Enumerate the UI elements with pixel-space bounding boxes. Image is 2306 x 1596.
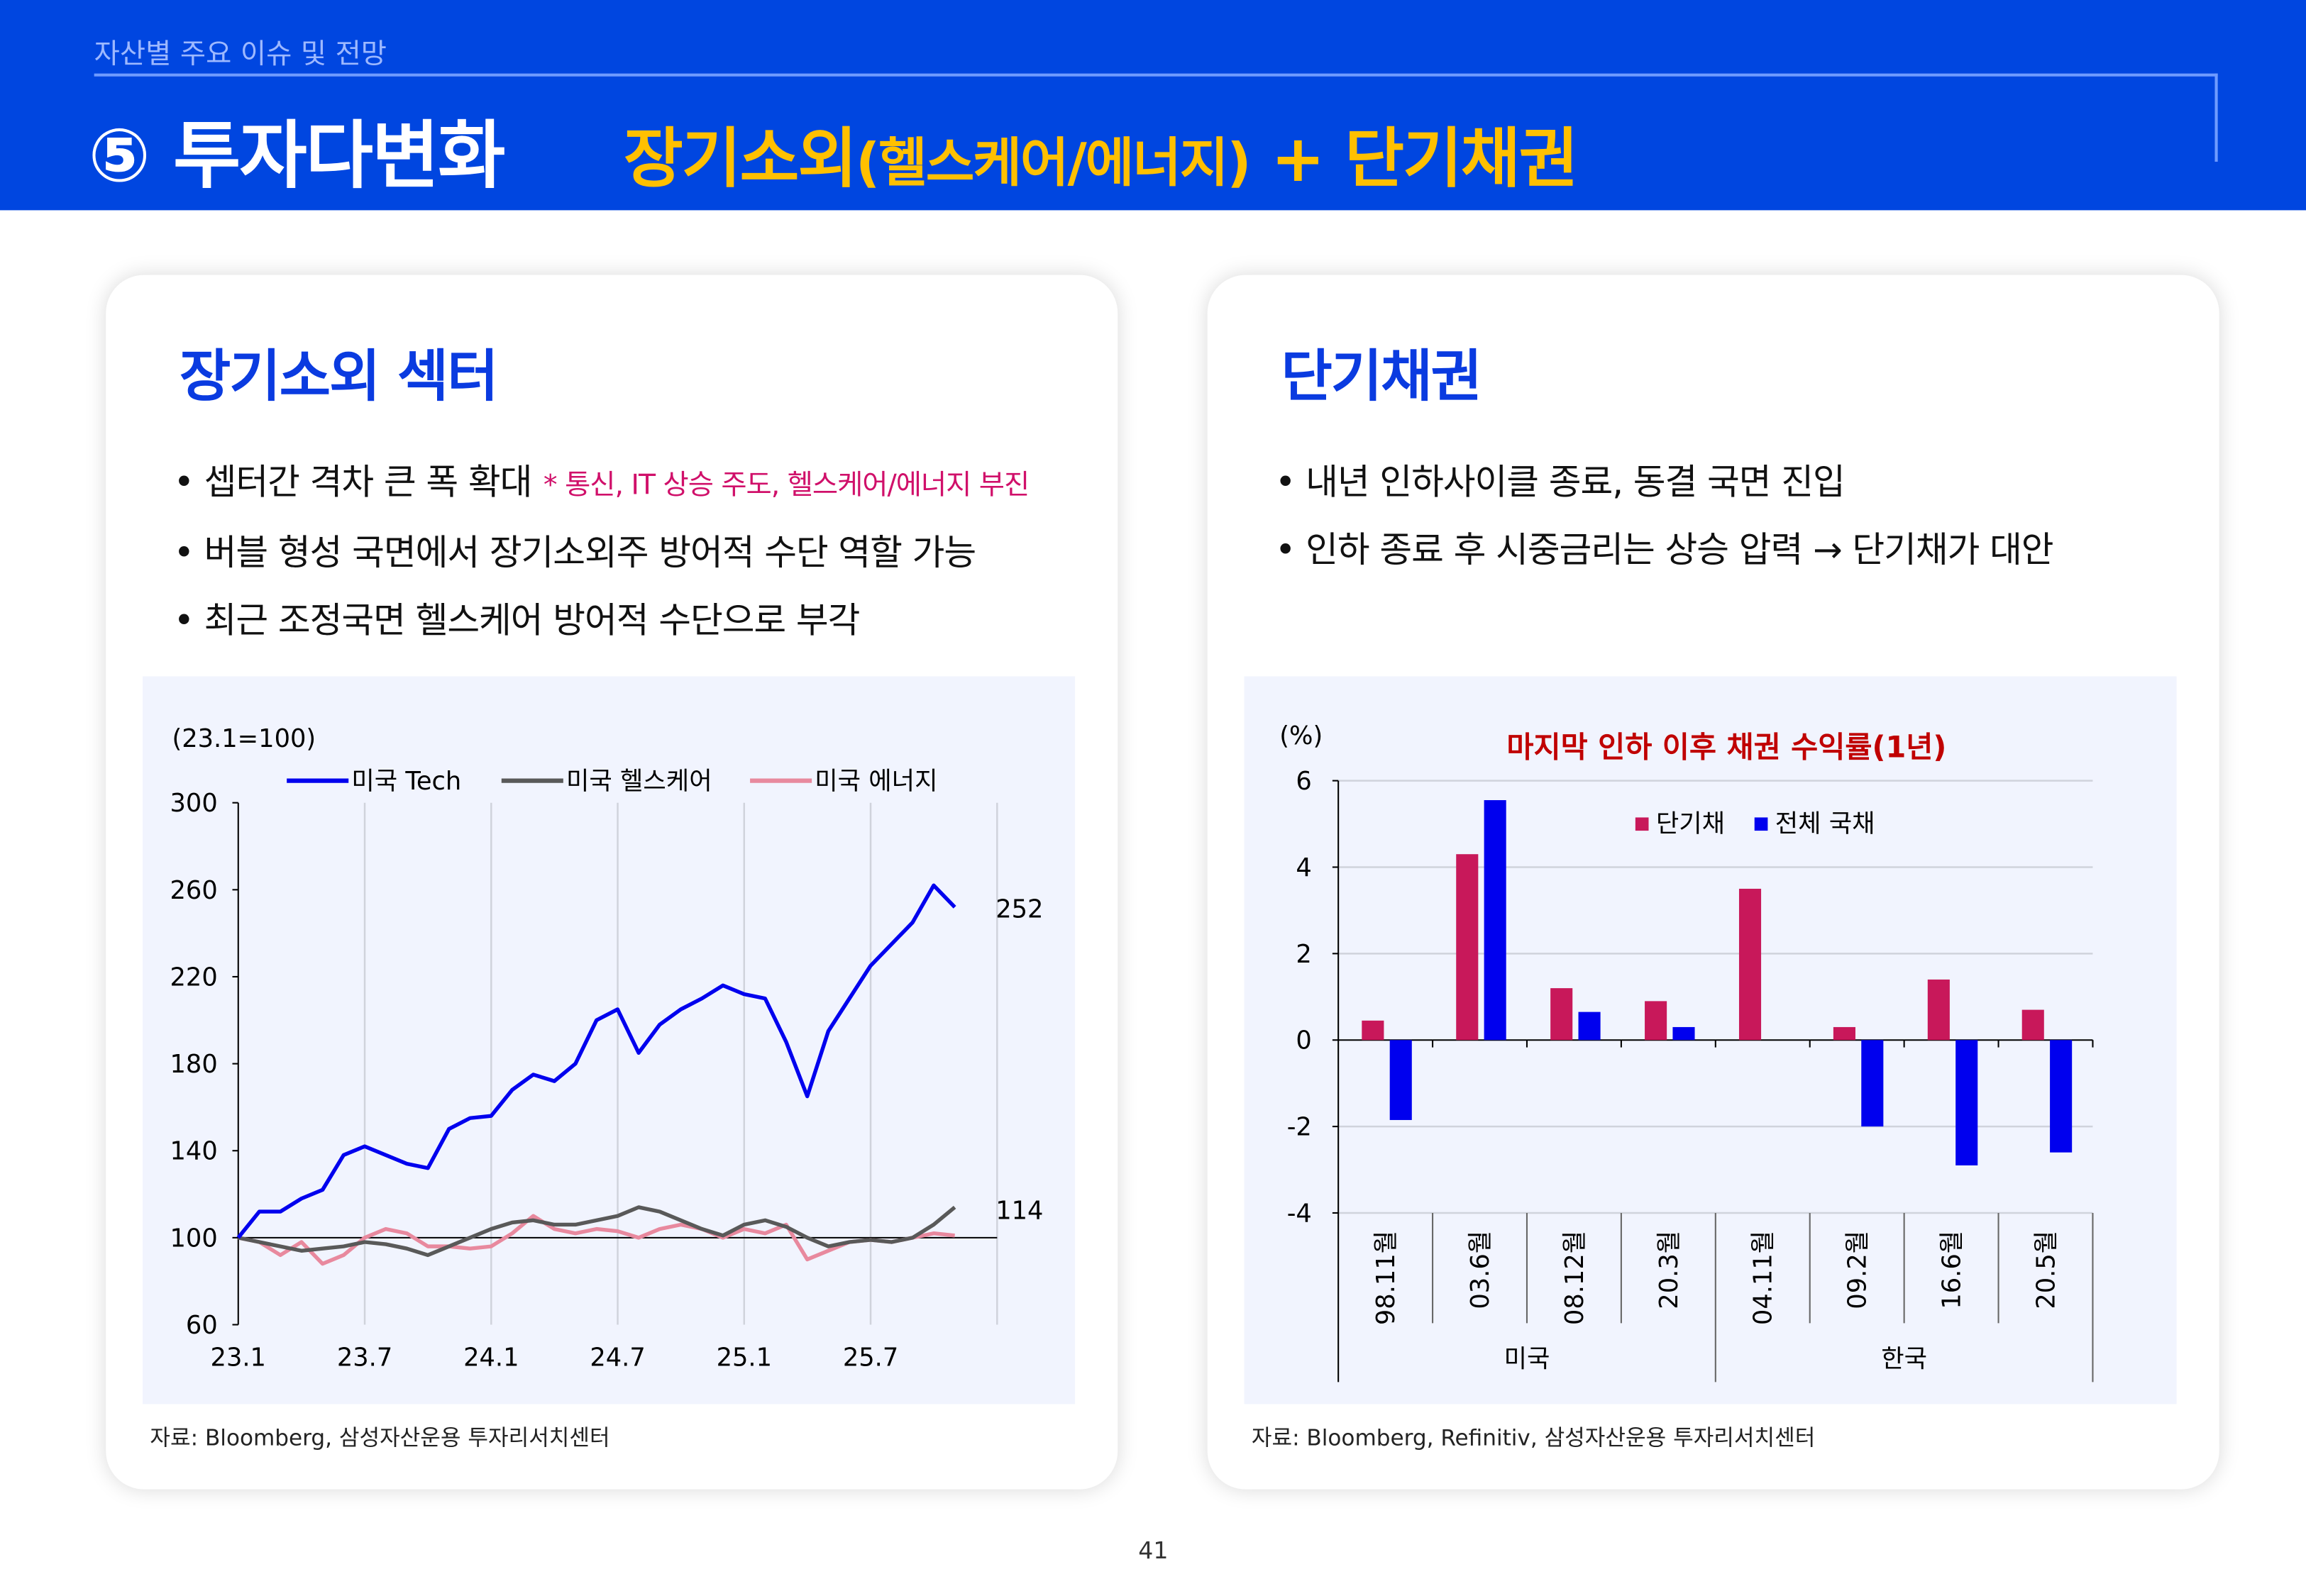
x-tick-label: 24.1 [463,1343,519,1373]
y-tick-label: 180 [170,1050,218,1079]
bar-all-treasury [1484,800,1506,1041]
bar-all-treasury [1955,1040,1978,1165]
card-short-term-bonds: 단기채권 • 내년 인하사이클 종료, 동결 국면 진입 • 인하 종료 후 시… [1207,275,2219,1490]
page-subtitle: 장기소외(헬스케어/에너지) + 단기채권 [623,106,1579,200]
legend-label: 미국 헬스케어 [566,767,712,796]
x-tick-label: 24.7 [590,1343,645,1373]
bar-all-treasury [1389,1040,1412,1120]
bullet-item: • 버블 형성 국면에서 장기소외주 방어적 수단 역할 가능 [173,532,977,574]
end-label: 114 [995,1196,1043,1225]
group-label: 한국 [1881,1345,1927,1374]
series-line-2 [238,1214,955,1266]
bar-chart: -4 -2 0 2 4 6 (%) 마지막 인하 이후 채권 수익률(1년) 98.11월 03.… [1279,721,2094,1382]
x-category-label: 04.11월 [1749,1231,1778,1325]
line-chart-panel: 60 100 140 180 220 260 300 23.1 23.7 24.1 24.7 25.1… [143,676,1076,1404]
x-category-label: 03.6월 [1466,1231,1495,1309]
bar-all-treasury [2050,1040,2073,1153]
legend-swatch [1754,817,1768,831]
bullet-text: • 셉터간 격차 큰 폭 확대 [173,461,533,503]
header-bar: 자산별 주요 이슈 및 전망 ⑤ 투자다변화 장기소외(헬스케어/에너지) + … [0,0,2306,211]
card-heading: 단기채권 [1281,344,1482,409]
bar-chart-panel: -4 -2 0 2 4 6 (%) 마지막 인하 이후 채권 수익률(1년) 98.11월 03.… [1244,676,2177,1404]
x-category-label: 20.5월 [2031,1231,2060,1309]
header-divider-vertical [2214,73,2218,162]
legend-swatch [1635,817,1649,831]
bar-short-term [2021,1009,2044,1041]
y-tick-label: -2 [1287,1113,1312,1142]
line-chart: 60 100 140 180 220 260 300 23.1 23.7 24.1 24.7 25.1… [170,724,1044,1373]
bar-short-term [1927,979,1950,1041]
bar-all-treasury [1578,1012,1601,1041]
y-tick-label: 4 [1296,853,1311,882]
x-tick-label: 23.1 [211,1343,266,1373]
subtitle-part: (헬스케어/에너지) [856,133,1251,194]
source-note: 자료: Bloomberg, Refinitiv, 삼성자산운용 투자리서치센터 [1251,1424,1816,1451]
series-line-0 [236,883,956,1239]
header-divider [94,73,2218,77]
y-tick-label: 140 [170,1137,218,1166]
bar-short-term [1550,988,1573,1041]
breadcrumb: 자산별 주요 이슈 및 전망 [94,38,387,71]
bullet-item: • 최근 조정국면 헬스케어 방어적 수단으로 부각 [173,599,861,641]
bar-short-term [1645,1001,1667,1041]
bullet-item: • 셉터간 격차 큰 폭 확대 * 통신, IT 상승 주도, 헬스케어/에너지 … [174,448,1030,519]
x-tick-label: 25.1 [717,1343,772,1373]
bullet-list: • 내년 인하사이클 종료, 동결 국면 진입 • 인하 종료 후 시중금리는 … [1275,448,2054,584]
legend-label: 단기채 [1656,809,1725,838]
bullet-item: • 내년 인하사이클 종료, 동결 국면 진입 [1275,461,1846,503]
y-tick-label: -4 [1287,1199,1312,1228]
x-category-label: 08.12월 [1560,1231,1589,1325]
subtitle-part: + 단기채권 [1249,122,1578,197]
bullet-item: • 인하 종료 후 시중금리는 상승 압력 → 단기채가 대안 [1275,529,2054,571]
bar-short-term [1456,854,1479,1041]
card-heading: 장기소외 섹터 [179,344,499,409]
source-note: 자료: Bloomberg, 삼성자산운용 투자리서치센터 [150,1424,610,1451]
y-tick-label: 300 [170,789,218,818]
unit-label: (%) [1279,721,1323,750]
x-tick-label: 25.7 [843,1343,898,1373]
end-label: 252 [995,894,1043,924]
chart-title: 마지막 인하 이후 채권 수익률(1년) [1506,730,1946,764]
x-category-label: 16.6월 [1938,1231,1967,1309]
page-title: ⑤ 투자다변화 [88,113,505,199]
subtitle-part: 장기소외 [623,122,857,197]
y-tick-label: 6 [1296,767,1311,796]
y-tick-label: 2 [1296,940,1311,969]
legend-label: 전체 국채 [1775,809,1875,838]
bar-all-treasury [1672,1026,1695,1041]
x-category-label: 09.2월 [1843,1231,1872,1309]
y-tick-label: 260 [170,876,218,905]
y-tick-label: 100 [170,1224,218,1253]
bar-short-term [1738,888,1762,1041]
bar-short-term [1362,1020,1384,1041]
card-long-neglected-sectors: 장기소외 섹터 • 셉터간 격차 큰 폭 확대 * 통신, IT 상승 주도, 헬… [106,275,1118,1490]
y-tick-label: 0 [1296,1026,1311,1055]
bullet-note: * 통신, IT 상승 주도, 헬스케어/에너지 부진 [543,469,1030,501]
group-label: 미국 [1504,1345,1550,1374]
x-category-label: 20.3월 [1655,1231,1684,1309]
y-tick-label: 60 [186,1311,218,1340]
bullet-list: • 셉터간 격차 큰 폭 확대 * 통신, IT 상승 주도, 헬스케어/에너지 … [174,448,1030,654]
page-number: 41 [1138,1536,1169,1565]
y-tick-label: 220 [170,963,218,992]
bar-short-term [1833,1026,1855,1041]
legend-label: 미국 Tech [351,767,461,796]
x-tick-label: 23.7 [337,1343,392,1373]
unit-label: (23.1=100) [172,724,316,753]
series-line-1 [238,1205,956,1258]
bar-all-treasury [1861,1040,1884,1127]
x-category-label: 98.11월 [1372,1231,1401,1325]
legend-label: 미국 에너지 [815,767,937,796]
